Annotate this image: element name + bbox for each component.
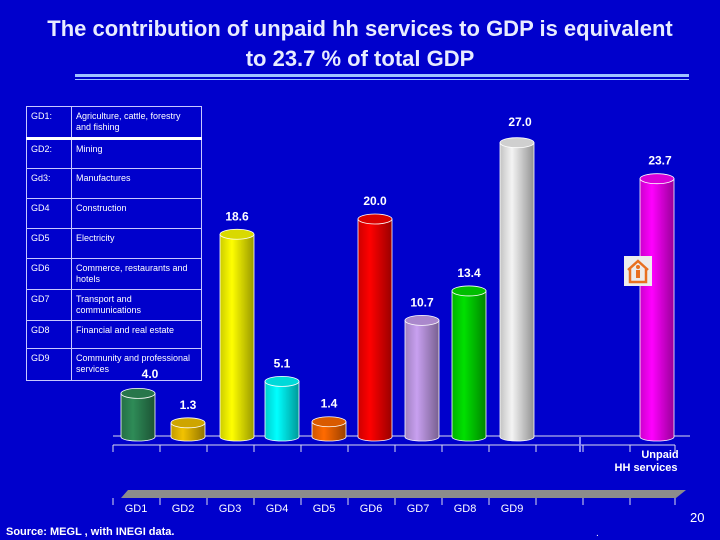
bar-gd2 [170, 417, 206, 442]
data-label: 1.4 [321, 397, 338, 411]
legend-row: GD2: Mining [26, 138, 202, 169]
data-label: 5.1 [274, 356, 291, 370]
bar-top [311, 416, 347, 428]
x-tick-label: GD9 [501, 503, 524, 515]
x-tick-label: GD4 [266, 503, 289, 515]
bar-body [499, 142, 535, 442]
bar-body [264, 381, 300, 442]
title-rule-thin [75, 79, 689, 80]
bar-top [170, 417, 206, 429]
legend-row: GD8 Financial and real estate [26, 320, 202, 349]
source-note: Source: MEGL , with INEGI data. [6, 526, 175, 538]
legend-code: GD1: [26, 106, 72, 139]
legend-table: GD1: Agriculture, cattle, forestry and fi… [26, 106, 202, 381]
bar-gd7 [404, 314, 440, 442]
legend-code: Gd3: [26, 168, 72, 199]
legend-code: GD4 [26, 198, 72, 229]
x-tick-label: GD6 [360, 503, 383, 515]
legend-code: GD7 [26, 289, 72, 321]
bar-top [499, 137, 535, 149]
bar-body [219, 233, 255, 442]
bar-body [357, 218, 393, 442]
bar-gd9 [499, 137, 535, 442]
bar-top [404, 314, 440, 326]
bar-body [311, 421, 347, 442]
legend-label: Electricity [71, 228, 202, 259]
footer-dot: . [596, 528, 599, 539]
bar-body [404, 319, 440, 442]
bar-body [120, 393, 156, 442]
bar-top [264, 376, 300, 387]
legend-code: GD2: [26, 138, 72, 169]
legend-row: GD9 Community and professional services [26, 348, 202, 381]
legend-row: GD4 Construction [26, 198, 202, 229]
bar-gd8 [451, 285, 487, 442]
axis-floor [121, 490, 686, 498]
bar-gd1 [120, 387, 156, 442]
legend-row: GD7 Transport and communications [26, 289, 202, 321]
house-with-person-icon [624, 256, 652, 286]
legend-row: Gd3: Manufactures [26, 168, 202, 199]
bar-top [357, 213, 393, 225]
legend-code: GD8 [26, 320, 72, 349]
x-tick-label: GD7 [407, 503, 430, 515]
data-label: 23.7 [648, 154, 672, 168]
data-label: 13.4 [457, 266, 481, 280]
bar-body [451, 290, 487, 442]
legend-label: Community and professional services [71, 348, 202, 381]
unpaid-label-line2: HH services [615, 462, 678, 474]
legend-label: Mining [71, 138, 202, 169]
data-label: 1.3 [180, 398, 197, 412]
legend-row: GD5 Electricity [26, 228, 202, 259]
legend-label: Transport and communications [71, 289, 202, 321]
data-label: 20.0 [363, 194, 387, 208]
title-rule [75, 74, 689, 77]
legend-label: Financial and real estate [71, 320, 202, 349]
legend-label: Agriculture, cattle, forestry and fishin… [71, 106, 202, 139]
x-tick-label: GD5 [313, 503, 336, 515]
bar-body [639, 178, 675, 442]
legend-row: GD6 Commerce, restaurants and hotels [26, 258, 202, 290]
data-label: 18.6 [225, 209, 249, 223]
legend-label: Construction [71, 198, 202, 229]
x-tick-label: GD1 [125, 503, 148, 515]
x-tick-label: GD2 [172, 503, 195, 515]
legend-code: GD5 [26, 228, 72, 259]
bar-gd3 [219, 228, 255, 442]
bar-gd6 [357, 213, 393, 442]
data-label: 27.0 [508, 115, 532, 129]
chart-title: The contribution of unpaid hh services t… [47, 16, 673, 71]
legend-label: Manufactures [71, 168, 202, 199]
x-tick-label: GD3 [219, 503, 242, 515]
legend-label: Commerce, restaurants and hotels [71, 258, 202, 290]
bar-unpaid-hh-services [639, 173, 675, 442]
legend-code: GD9 [26, 348, 72, 381]
bar-top [219, 228, 255, 240]
legend-code: GD6 [26, 258, 72, 290]
legend-row: GD1: Agriculture, cattle, forestry and fi… [26, 106, 202, 139]
bar-gd5 [311, 416, 347, 442]
page-number: 20 [690, 510, 705, 525]
bar-top [120, 387, 156, 399]
data-label: 10.7 [410, 295, 434, 309]
bar-top [639, 173, 675, 185]
x-tick-label: GD8 [454, 503, 477, 515]
bar-top [451, 285, 487, 297]
bar-gd4 [264, 376, 300, 442]
unpaid-label: Unpaid [641, 449, 678, 461]
